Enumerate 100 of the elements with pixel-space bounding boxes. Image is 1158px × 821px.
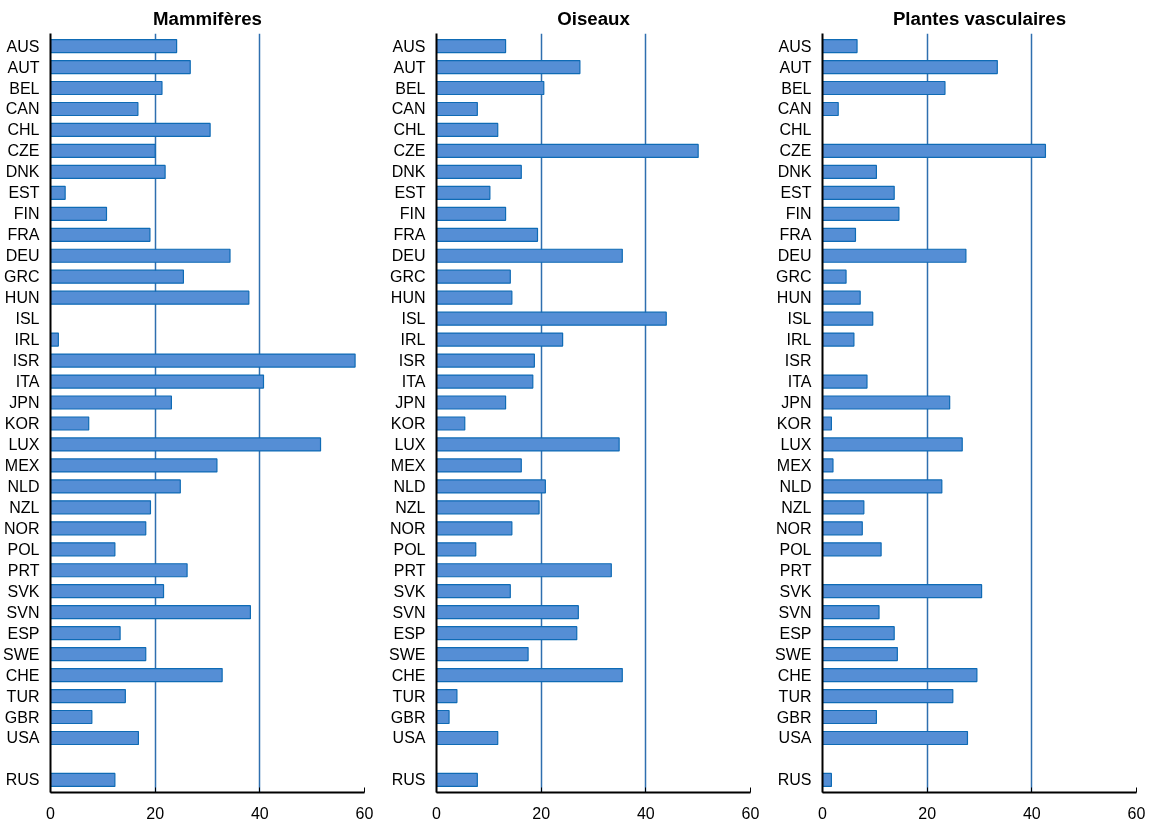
y-tick-label: HUN: [776, 289, 812, 307]
y-tick-label: ISL: [787, 310, 812, 328]
bar: [436, 38, 507, 54]
bar: [50, 143, 156, 159]
bar: [436, 772, 478, 788]
y-tick-label: AUT: [779, 58, 812, 76]
bar: [436, 248, 623, 263]
y-tick-label: NOR: [389, 519, 426, 537]
y-tick-label: EST: [8, 184, 40, 202]
y-tick-label: DEU: [391, 247, 426, 265]
chart-title: Mammifères: [153, 7, 262, 29]
y-tick-label: USA: [6, 729, 40, 747]
y-tick-label: DNK: [391, 163, 426, 181]
y-tick-label: ISR: [784, 352, 812, 370]
bar: [436, 416, 466, 431]
y-tick-label: SVN: [6, 603, 40, 621]
y-tick-label: SVN: [392, 603, 426, 621]
y-tick-label: AUT: [393, 58, 426, 76]
bar: [822, 227, 857, 242]
y-tick-label: TUR: [392, 687, 426, 705]
y-tick-label: ESP: [393, 624, 426, 642]
x-tick-label: 20: [146, 804, 165, 821]
y-tick-label: KOR: [4, 414, 40, 432]
bar: [50, 500, 152, 515]
bar: [50, 59, 191, 75]
bar: [50, 353, 356, 368]
y-tick-label: RUS: [5, 771, 40, 789]
bar: [822, 332, 855, 347]
bar: [436, 395, 507, 410]
bar: [822, 458, 834, 473]
bar: [436, 227, 539, 242]
y-tick-label: FIN: [399, 205, 426, 223]
y-tick-label: CZE: [779, 142, 812, 160]
bar: [822, 248, 967, 263]
y-tick-label: GBR: [4, 708, 40, 726]
y-tick-label: NZL: [395, 498, 426, 516]
bar: [436, 500, 540, 515]
y-tick-label: CHL: [779, 121, 812, 139]
y-tick-label: ESP: [779, 624, 812, 642]
bar: [436, 626, 578, 641]
y-tick-label: CAN: [5, 100, 40, 118]
x-tick-label: 20: [532, 804, 551, 821]
bar: [436, 584, 511, 599]
y-tick-label: EST: [780, 184, 812, 202]
y-tick-label: NLD: [393, 477, 426, 495]
y-tick-label: ESP: [7, 624, 40, 642]
y-tick-label: ITA: [401, 373, 426, 391]
y-tick-label: POL: [779, 540, 812, 558]
chart-title: Plantes vasculaires: [892, 7, 1067, 29]
y-tick-label: SVN: [778, 603, 812, 621]
bar: [822, 521, 863, 536]
bar: [822, 374, 868, 389]
y-tick-label: IRL: [786, 331, 812, 349]
bar: [436, 101, 478, 117]
bar: [822, 59, 998, 75]
y-tick-label: ISR: [12, 352, 40, 370]
y-tick-label: MEX: [776, 456, 812, 474]
bar: [436, 479, 546, 494]
y-tick-label: DEU: [5, 247, 40, 265]
y-tick-label: PRT: [7, 561, 40, 579]
bar: [822, 542, 882, 557]
bar: [436, 605, 579, 620]
y-tick-label: SVK: [393, 582, 426, 600]
bar: [436, 374, 534, 389]
y-tick-label: PRT: [393, 561, 426, 579]
y-tick-label: RUS: [391, 771, 426, 789]
y-tick-label: CHE: [391, 666, 426, 684]
bar: [50, 563, 188, 578]
bar: [822, 416, 832, 431]
y-tick-label: EST: [394, 184, 426, 202]
y-tick-label: SVK: [7, 582, 40, 600]
x-tick-label: 0: [818, 804, 828, 821]
y-tick-label: CAN: [391, 100, 426, 118]
y-tick-label: USA: [392, 729, 426, 747]
y-tick-label: FIN: [785, 205, 812, 223]
y-tick-label: FIN: [13, 205, 40, 223]
bar: [436, 437, 620, 452]
x-tick-label: 60: [1127, 804, 1146, 821]
y-tick-label: JPN: [9, 394, 40, 412]
y-tick-label: ITA: [15, 373, 40, 391]
y-tick-label: NLD: [779, 477, 812, 495]
bar: [822, 290, 861, 305]
y-tick-label: LUX: [780, 435, 812, 453]
bar: [822, 395, 951, 410]
y-tick-label: TUR: [778, 687, 812, 705]
y-tick-label: BEL: [395, 79, 426, 97]
y-tick-label: JPN: [395, 394, 426, 412]
y-tick-label: AUS: [392, 37, 426, 55]
y-tick-label: MEX: [390, 456, 426, 474]
bar: [436, 185, 491, 200]
y-tick-label: CHE: [5, 666, 40, 684]
bar: [50, 395, 172, 410]
y-tick-label: NZL: [9, 498, 40, 516]
bar: [50, 458, 218, 473]
bar: [822, 38, 858, 54]
bar: [50, 626, 121, 641]
y-tick-label: POL: [7, 540, 40, 558]
bar: [50, 667, 223, 683]
y-tick-label: FRA: [7, 226, 40, 244]
bar: [436, 290, 513, 305]
